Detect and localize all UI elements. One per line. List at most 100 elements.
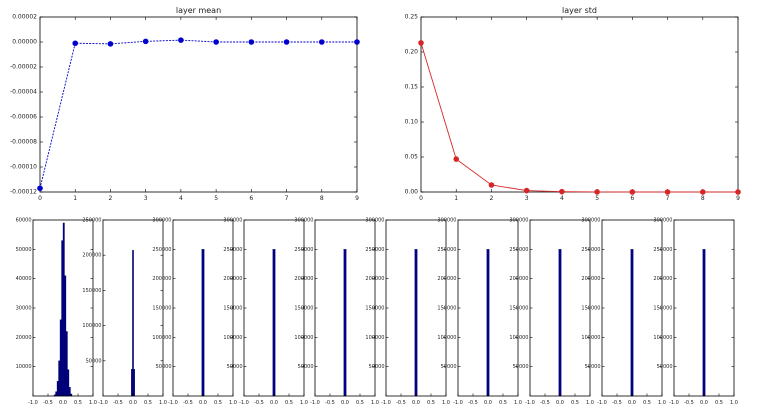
histogram-5: 50000 100000 150000 200000 250000 300000 -1.0-… <box>294 218 379 407</box>
y-tick-label: 300000 <box>581 218 600 224</box>
x-tick-label: -0.5 <box>325 400 335 406</box>
x-tick-label: -1.0 <box>310 400 320 406</box>
y-tick-label: 50000 <box>513 364 529 370</box>
x-tick-label: 0.5 <box>571 400 579 406</box>
data-point <box>107 41 114 47</box>
y-tick-label: 100000 <box>653 335 672 341</box>
x-tick-label: 8 <box>701 195 705 202</box>
y-tick-label: 300000 <box>653 218 672 224</box>
y-tick-label: 0.25 <box>405 14 419 21</box>
data-point <box>72 40 79 47</box>
x-tick-label: -1.0 <box>453 400 463 406</box>
y-tick-label: 250000 <box>581 247 600 253</box>
x-tick-label: 0.5 <box>285 400 293 406</box>
x-tick-label: 0.5 <box>144 400 152 406</box>
y-tick-label: 100000 <box>82 323 101 329</box>
x-tick-label: -0.5 <box>254 400 264 406</box>
data-point <box>629 189 636 195</box>
histogram-bar <box>272 249 276 397</box>
histogram-bar <box>630 249 634 397</box>
line-chart-1: layer std 0.25 0.20 0.15 0.10 0.05 0.000 1 2 3 4 5 6… <box>405 6 741 202</box>
histogram-bar <box>67 369 70 397</box>
x-tick-label: -1.0 <box>239 400 249 406</box>
histogram-4: 50000 100000 150000 200000 250000 300000 -1.0-… <box>223 218 308 407</box>
y-tick-label: 150000 <box>82 288 101 294</box>
y-tick-label: 100000 <box>365 335 384 341</box>
x-tick-label: 0.0 <box>484 400 492 406</box>
x-tick-label: 9 <box>736 195 740 202</box>
histogram-7: 50000 100000 150000 200000 250000 300000 -1.0-… <box>437 218 522 407</box>
x-tick-label: 5 <box>214 195 218 202</box>
x-tick-label: 0 <box>38 195 42 202</box>
y-tick-label: 150000 <box>581 306 600 312</box>
histogram-bar <box>62 222 65 397</box>
histogram-bar <box>131 369 133 397</box>
x-tick-label: 1 <box>454 195 458 202</box>
data-point <box>453 156 460 162</box>
histogram-bar <box>558 249 562 397</box>
histogram-bar <box>56 381 59 397</box>
y-tick-label: 200000 <box>437 276 456 282</box>
histogram-bar <box>201 249 205 397</box>
x-tick-label: 0.5 <box>356 400 364 406</box>
y-tick-label: 50000 <box>227 364 243 370</box>
data-point <box>559 188 565 195</box>
histogram-bar <box>59 319 62 397</box>
y-tick-label: -0.00008 <box>10 139 37 146</box>
x-tick-label: 0.0 <box>270 400 278 406</box>
y-tick-label: 250000 <box>223 247 242 253</box>
y-tick-label: -0.00002 <box>10 64 37 71</box>
y-tick-label: 0.20 <box>405 49 419 56</box>
y-tick-label: 150000 <box>509 306 528 312</box>
data-point <box>488 182 495 188</box>
x-tick-label: 0.0 <box>412 400 420 406</box>
y-tick-label: 300000 <box>294 218 313 224</box>
y-tick-label: 100000 <box>437 335 456 341</box>
y-tick-label: 200000 <box>365 276 384 282</box>
x-tick-label: 6 <box>249 195 253 202</box>
y-tick-label: -0.00006 <box>10 114 37 121</box>
x-tick-label: -1.0 <box>98 400 108 406</box>
x-tick-label: -1.0 <box>28 400 38 406</box>
series-line <box>420 42 738 193</box>
data-point <box>318 39 325 45</box>
x-tick-label: 1.0 <box>730 400 738 406</box>
line-chart-0: layer mean 0.00002 0.00000 -0.00002 -0.00004… <box>10 6 360 202</box>
x-tick-label: 0.5 <box>74 400 82 406</box>
x-tick-label: -0.5 <box>183 400 193 406</box>
x-tick-label: 4 <box>560 195 564 202</box>
histogram-1: 10000 20000 30000 40000 50000 60000 -1.0 -0.5 0.… <box>16 218 97 407</box>
histogram-bar <box>61 240 64 397</box>
x-tick-label: -1.0 <box>597 400 607 406</box>
x-tick-label: 2 <box>109 195 113 202</box>
y-tick-label: 60000 <box>16 218 32 224</box>
histogram-8: 50000 100000 150000 200000 250000 300000 -1.0-… <box>509 218 594 407</box>
data-point <box>248 39 255 45</box>
x-tick-label: 4 <box>179 195 183 202</box>
chart-title: layer mean <box>176 6 221 15</box>
y-tick-label: 150000 <box>653 306 672 312</box>
x-tick-label: 0.0 <box>628 400 636 406</box>
x-tick-label: 9 <box>355 195 359 202</box>
histogram-bar <box>64 275 67 397</box>
histogram-2: 50000 100000 150000 200000 250000 -1.0 -0.5 0.0… <box>82 218 167 407</box>
histogram-bar <box>68 387 71 397</box>
x-tick-label: -0.5 <box>43 400 53 406</box>
histogram-bar <box>702 249 706 397</box>
x-tick-label: -0.5 <box>612 400 622 406</box>
y-tick-label: -0.00010 <box>10 164 37 171</box>
x-tick-label: 1.0 <box>300 400 308 406</box>
x-tick-label: 1.0 <box>371 400 379 406</box>
x-tick-label: 0.0 <box>199 400 207 406</box>
x-tick-label: 1.0 <box>514 400 522 406</box>
y-tick-label: 0.05 <box>405 154 419 161</box>
x-tick-label: 1.0 <box>89 400 97 406</box>
y-tick-label: 0.00002 <box>12 14 37 21</box>
y-tick-label: 30000 <box>16 306 32 312</box>
data-point <box>418 40 424 46</box>
data-point <box>178 37 184 43</box>
y-tick-label: 300000 <box>152 218 171 224</box>
data-point <box>37 185 43 192</box>
y-tick-label: 50000 <box>156 364 172 370</box>
